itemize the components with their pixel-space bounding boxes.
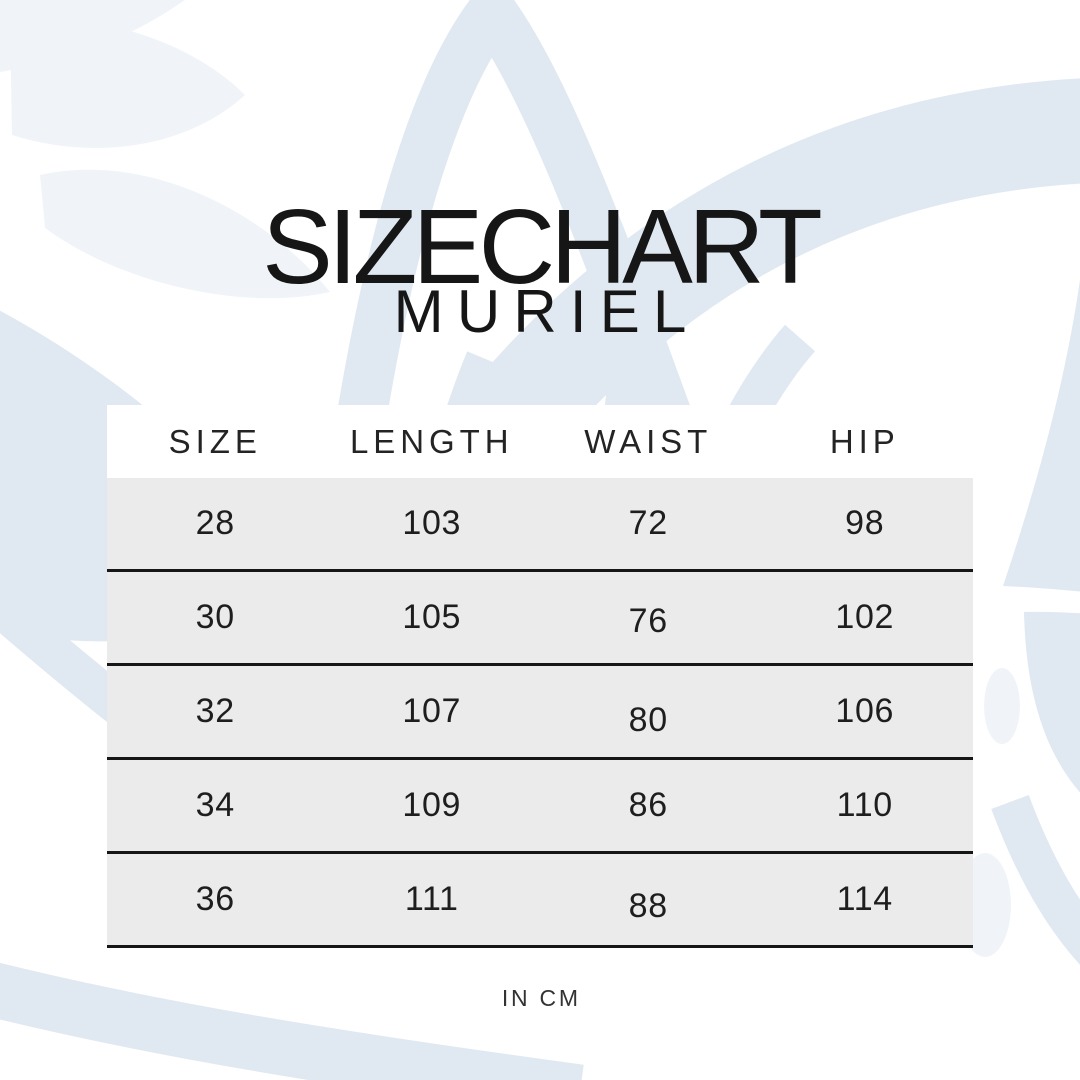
- table-cell: 36: [195, 880, 235, 918]
- table-cell: 34: [195, 786, 235, 824]
- table-cell: 107: [402, 692, 462, 730]
- table-row: 32 107 80 106: [107, 666, 973, 760]
- table-row: 34 109 86 110: [107, 760, 973, 854]
- table-cell: 114: [836, 880, 893, 918]
- table-cell: 86: [628, 786, 668, 824]
- table-cell: 30: [195, 598, 235, 636]
- page-subtitle: MURIEL: [393, 278, 700, 345]
- table-cell: 98: [845, 504, 885, 542]
- unit-note: IN CM: [501, 985, 581, 1011]
- table-row: 28 103 72 98: [107, 478, 973, 572]
- table-cell: 106: [835, 692, 895, 730]
- table-cell: 103: [402, 504, 462, 542]
- page-title: SIZECHART: [262, 188, 823, 306]
- size-table: SIZE LENGTH WAIST HIP 28 103 72 98 30 10…: [107, 405, 973, 948]
- table-cell: 32: [195, 692, 235, 730]
- table-cell: 109: [402, 786, 462, 824]
- table-cell: 88: [628, 887, 668, 925]
- table-row: 36 111 88 114: [107, 854, 973, 948]
- table-row: 30 105 76 102: [107, 572, 973, 666]
- table-cell: 102: [835, 598, 895, 636]
- table-cell: 80: [628, 701, 668, 739]
- column-header-length: LENGTH: [349, 422, 514, 460]
- table-header-row: SIZE LENGTH WAIST HIP: [107, 405, 973, 478]
- table-cell: 76: [628, 602, 668, 640]
- column-header-hip: HIP: [829, 422, 900, 460]
- column-header-size: SIZE: [168, 422, 262, 460]
- table-cell: 111: [404, 880, 459, 918]
- table-cell: 72: [628, 504, 668, 542]
- table-cell: 105: [402, 598, 462, 636]
- column-header-waist: WAIST: [584, 422, 713, 460]
- table-cell: 110: [836, 786, 893, 824]
- table-cell: 28: [195, 504, 235, 542]
